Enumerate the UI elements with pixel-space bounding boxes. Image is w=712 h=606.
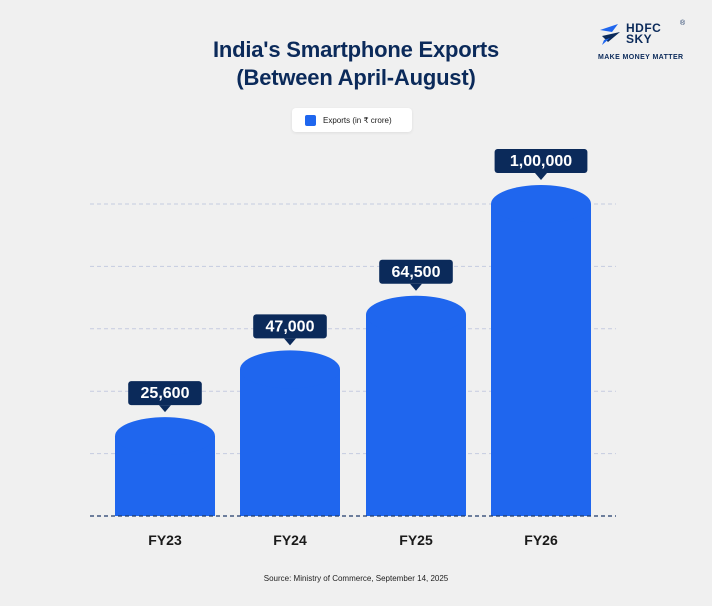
x-tick-label: FY26 bbox=[524, 532, 558, 548]
value-label: 47,000 bbox=[266, 318, 315, 335]
x-tick-label: FY24 bbox=[273, 532, 307, 548]
value-label: 25,600 bbox=[141, 385, 190, 402]
bar-fy25 bbox=[366, 314, 466, 516]
x-tick-label: FY23 bbox=[148, 532, 182, 548]
value-label-bg bbox=[253, 314, 327, 339]
brand-name-line2: SKY bbox=[626, 32, 653, 46]
bar-fy24 bbox=[240, 369, 340, 516]
chart-title-block: India's Smartphone Exports (Between Apri… bbox=[0, 36, 712, 92]
legend-label: Exports (in ₹ crore) bbox=[323, 115, 392, 125]
brand-logo: HDFC SKY ® MAKE MONEY MATTER bbox=[598, 20, 702, 68]
value-label-bg bbox=[494, 149, 588, 173]
bar-cap-fy23 bbox=[115, 417, 215, 456]
chart-title: India's Smartphone Exports bbox=[212, 37, 500, 62]
source-note: Source: Ministry of Commerce, September … bbox=[263, 574, 449, 583]
bar-cap-fy25 bbox=[366, 295, 466, 334]
chart-legend: Exports (in ₹ crore) bbox=[292, 108, 412, 132]
brand-name-line1: HDFC bbox=[626, 21, 662, 35]
hdfc-sky-logo-icon bbox=[600, 24, 620, 45]
x-tick-label: FY25 bbox=[399, 532, 433, 548]
bar-cap-fy26 bbox=[491, 185, 591, 223]
value-label-pointer bbox=[284, 338, 296, 346]
value-label-pointer bbox=[410, 283, 422, 291]
legend-swatch bbox=[305, 114, 316, 126]
value-label-pointer bbox=[159, 405, 171, 413]
value-label-pointer bbox=[535, 173, 547, 180]
chart-subtitle: (Between April-August) bbox=[236, 65, 476, 90]
value-label: 1,00,000 bbox=[510, 153, 572, 170]
value-label-bg bbox=[128, 381, 202, 406]
registered-mark: ® bbox=[680, 20, 686, 27]
value-label-bg bbox=[379, 259, 453, 284]
bar-cap-fy24 bbox=[240, 350, 340, 389]
value-label: 64,500 bbox=[392, 264, 441, 281]
bar-fy26 bbox=[491, 204, 591, 516]
brand-name: HDFC SKY bbox=[626, 21, 662, 46]
brand-tagline: MAKE MONEY MATTER bbox=[598, 54, 684, 61]
